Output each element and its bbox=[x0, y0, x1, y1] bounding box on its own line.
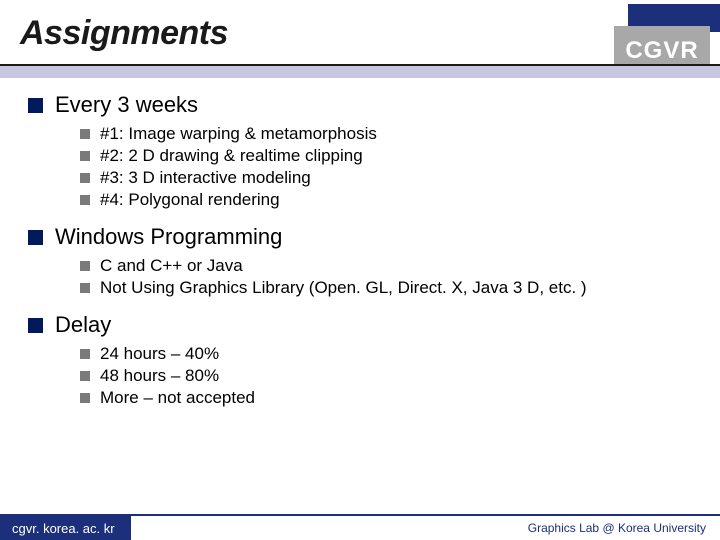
list-item: 24 hours – 40% bbox=[80, 344, 692, 364]
square-bullet-icon bbox=[80, 261, 90, 271]
square-bullet-icon bbox=[80, 393, 90, 403]
section-heading-row: Delay bbox=[28, 312, 692, 338]
section: Delay 24 hours – 40% 48 hours – 80% More… bbox=[28, 312, 692, 408]
list-item-text: 48 hours – 80% bbox=[100, 366, 219, 386]
list-item: #1: Image warping & metamorphosis bbox=[80, 124, 692, 144]
square-bullet-icon bbox=[80, 151, 90, 161]
section-heading: Windows Programming bbox=[55, 224, 282, 250]
square-bullet-icon bbox=[28, 230, 43, 245]
square-bullet-icon bbox=[28, 318, 43, 333]
square-bullet-icon bbox=[28, 98, 43, 113]
list-item-text: More – not accepted bbox=[100, 388, 255, 408]
list-item: #2: 2 D drawing & realtime clipping bbox=[80, 146, 692, 166]
list-item: More – not accepted bbox=[80, 388, 692, 408]
list-item-text: #2: 2 D drawing & realtime clipping bbox=[100, 146, 363, 166]
section-heading: Every 3 weeks bbox=[55, 92, 198, 118]
footer-credit: Graphics Lab @ Korea University bbox=[528, 516, 720, 540]
square-bullet-icon bbox=[80, 129, 90, 139]
list-item: 48 hours – 80% bbox=[80, 366, 692, 386]
title-bar: Assignments CGVR bbox=[0, 0, 720, 70]
list-item: #3: 3 D interactive modeling bbox=[80, 168, 692, 188]
list-item-text: Not Using Graphics Library (Open. GL, Di… bbox=[100, 278, 587, 298]
square-bullet-icon bbox=[80, 195, 90, 205]
title-underline bbox=[0, 64, 720, 78]
section-heading-row: Windows Programming bbox=[28, 224, 692, 250]
footer: cgvr. korea. ac. kr Graphics Lab @ Korea… bbox=[0, 514, 720, 540]
section: Windows Programming C and C++ or Java No… bbox=[28, 224, 692, 298]
list-item-text: #4: Polygonal rendering bbox=[100, 190, 280, 210]
list-item: C and C++ or Java bbox=[80, 256, 692, 276]
square-bullet-icon bbox=[80, 349, 90, 359]
square-bullet-icon bbox=[80, 371, 90, 381]
list-item-text: #1: Image warping & metamorphosis bbox=[100, 124, 377, 144]
list-item-text: #3: 3 D interactive modeling bbox=[100, 168, 311, 188]
list-item: Not Using Graphics Library (Open. GL, Di… bbox=[80, 278, 692, 298]
list-item: #4: Polygonal rendering bbox=[80, 190, 692, 210]
square-bullet-icon bbox=[80, 283, 90, 293]
section-heading-row: Every 3 weeks bbox=[28, 92, 692, 118]
list-item-text: C and C++ or Java bbox=[100, 256, 243, 276]
square-bullet-icon bbox=[80, 173, 90, 183]
content-area: Every 3 weeks #1: Image warping & metamo… bbox=[0, 70, 720, 408]
footer-url: cgvr. korea. ac. kr bbox=[0, 516, 131, 540]
section: Every 3 weeks #1: Image warping & metamo… bbox=[28, 92, 692, 210]
section-heading: Delay bbox=[55, 312, 111, 338]
list-item-text: 24 hours – 40% bbox=[100, 344, 219, 364]
